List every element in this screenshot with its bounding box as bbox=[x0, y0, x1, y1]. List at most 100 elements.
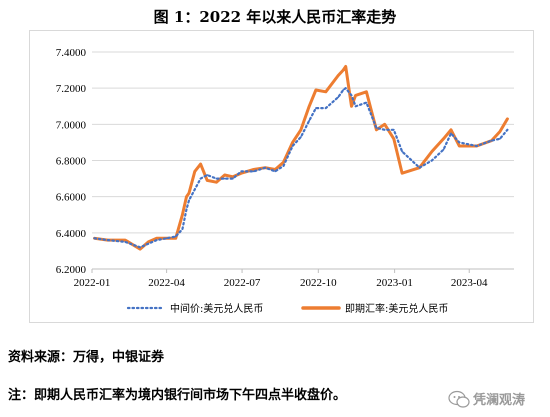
data-point-spot-rate bbox=[430, 150, 434, 153]
x-tick-label: 2023-04 bbox=[451, 277, 488, 289]
line-chart: 6.2000 6.4000 6.6000 6.8000 7.0000 7.2000 7.40… bbox=[56, 47, 514, 315]
data-point-central-parity bbox=[188, 199, 190, 202]
watermark-text: 凭澜观涛 bbox=[472, 392, 525, 408]
data-point-central-parity bbox=[375, 127, 378, 129]
data-point-spot-rate bbox=[337, 74, 340, 77]
data-point-spot-rate bbox=[138, 247, 142, 251]
legend-label: 即期汇率:美元兑人民币 bbox=[345, 302, 448, 315]
data-point-central-parity bbox=[199, 177, 202, 180]
wechat-icon bbox=[448, 390, 470, 408]
data-point-central-parity bbox=[300, 136, 302, 138]
data-point-central-parity bbox=[174, 235, 177, 238]
chart-legend: 中间价:美元兑人民币 即期汇率:美元兑人民币 bbox=[126, 302, 448, 315]
series-line-central-parity bbox=[93, 87, 509, 249]
data-point-spot-rate bbox=[400, 172, 404, 175]
data-point-spot-rate bbox=[383, 123, 386, 126]
data-point-central-parity bbox=[291, 145, 294, 147]
data-point-central-parity bbox=[93, 237, 96, 240]
data-point-central-parity bbox=[458, 141, 461, 144]
chart-title: 图 1：2022 年以来人民币汇率走势 bbox=[153, 8, 397, 26]
data-point-spot-rate bbox=[392, 137, 395, 140]
data-point-spot-rate bbox=[308, 105, 311, 108]
data-point-central-parity bbox=[223, 177, 226, 180]
data-point-central-parity bbox=[147, 242, 150, 245]
data-point-central-parity bbox=[232, 177, 234, 180]
data-point-spot-rate bbox=[124, 238, 127, 242]
data-point-central-parity bbox=[350, 94, 353, 97]
data-point-spot-rate bbox=[344, 65, 347, 68]
x-tick-label: 2022-07 bbox=[224, 277, 261, 289]
source-note: 资料来源：万得，中银证券 bbox=[8, 350, 165, 365]
data-point-central-parity bbox=[450, 132, 452, 135]
data-point-spot-rate bbox=[458, 144, 461, 148]
data-point-central-parity bbox=[315, 107, 317, 109]
data-point-spot-rate bbox=[449, 128, 453, 131]
data-point-central-parity bbox=[308, 119, 311, 122]
data-point-central-parity bbox=[499, 137, 501, 140]
y-tick-label: 7.2000 bbox=[56, 83, 87, 95]
data-point-spot-rate bbox=[299, 128, 303, 131]
data-point-spot-rate bbox=[342, 68, 345, 72]
legend-label: 中间价:美元兑人民币 bbox=[170, 302, 263, 315]
data-point-spot-rate bbox=[282, 161, 285, 164]
data-point-central-parity bbox=[264, 166, 267, 169]
data-point-spot-rate bbox=[223, 173, 226, 177]
data-point-spot-rate bbox=[187, 191, 191, 195]
data-point-central-parity bbox=[155, 239, 158, 242]
y-tick-label: 6.8000 bbox=[56, 156, 87, 168]
chart-frame bbox=[29, 30, 534, 323]
data-point-central-parity bbox=[185, 208, 188, 211]
data-point-central-parity bbox=[139, 246, 142, 249]
y-tick-label: 7.0000 bbox=[56, 119, 87, 131]
data-point-central-parity bbox=[342, 89, 345, 91]
data-point-central-parity bbox=[206, 174, 209, 176]
data-point-spot-rate bbox=[199, 162, 202, 166]
footnote: 注：即期人民币汇率为境内银行间市场下午四点半收盘价。 bbox=[8, 388, 347, 403]
series-layer bbox=[93, 65, 509, 251]
x-tick-label: 2022-10 bbox=[300, 277, 337, 289]
x-tick-label: 2023-01 bbox=[376, 277, 413, 289]
data-point-central-parity bbox=[392, 128, 395, 131]
data-point-central-parity bbox=[354, 105, 357, 108]
data-point-central-parity bbox=[337, 96, 340, 99]
x-axis: 2022-01 2022-04 2022-07 2022-10 2023-01 2023-… bbox=[74, 268, 514, 289]
data-point-central-parity bbox=[240, 170, 243, 173]
data-point-spot-rate bbox=[147, 240, 150, 244]
wechat-watermark: 凭澜观涛 bbox=[448, 390, 525, 408]
data-point-spot-rate bbox=[498, 130, 502, 133]
y-tick-label: 6.6000 bbox=[56, 192, 87, 204]
legend-item-central-parity: 中间价:美元兑人民币 bbox=[126, 302, 263, 315]
data-point-central-parity bbox=[442, 148, 445, 151]
data-point-spot-rate bbox=[354, 94, 357, 97]
data-point-spot-rate bbox=[324, 90, 327, 94]
data-point-spot-rate bbox=[314, 88, 318, 92]
data-point-central-parity bbox=[418, 166, 421, 169]
x-tick-label: 2022-01 bbox=[74, 277, 111, 289]
data-point-spot-rate bbox=[442, 137, 445, 140]
y-tick-label: 7.4000 bbox=[56, 47, 87, 59]
data-point-spot-rate bbox=[365, 90, 368, 94]
data-point-central-parity bbox=[324, 107, 327, 109]
data-point-spot-rate bbox=[291, 141, 294, 144]
data-point-central-parity bbox=[165, 237, 168, 240]
data-point-central-parity bbox=[506, 128, 509, 131]
data-point-central-parity bbox=[282, 165, 285, 167]
data-point-central-parity bbox=[252, 170, 255, 173]
data-point-central-parity bbox=[181, 228, 184, 231]
data-point-central-parity bbox=[106, 239, 109, 242]
series-line-spot-rate bbox=[93, 65, 509, 251]
data-point-spot-rate bbox=[240, 172, 243, 175]
data-point-central-parity bbox=[431, 159, 433, 162]
data-point-spot-rate bbox=[174, 237, 177, 240]
y-tick-label: 6.2000 bbox=[56, 264, 87, 276]
data-point-spot-rate bbox=[206, 179, 209, 182]
data-point-central-parity bbox=[401, 150, 403, 153]
data-point-central-parity bbox=[274, 170, 277, 173]
y-tick-label: 6.4000 bbox=[56, 228, 87, 240]
data-point-central-parity bbox=[365, 101, 368, 104]
data-point-spot-rate bbox=[193, 170, 196, 173]
data-point-central-parity bbox=[383, 128, 386, 131]
data-point-spot-rate bbox=[155, 237, 158, 240]
data-point-central-parity bbox=[215, 177, 218, 180]
legend-item-spot-rate: 即期汇率:美元兑人民币 bbox=[301, 302, 448, 315]
